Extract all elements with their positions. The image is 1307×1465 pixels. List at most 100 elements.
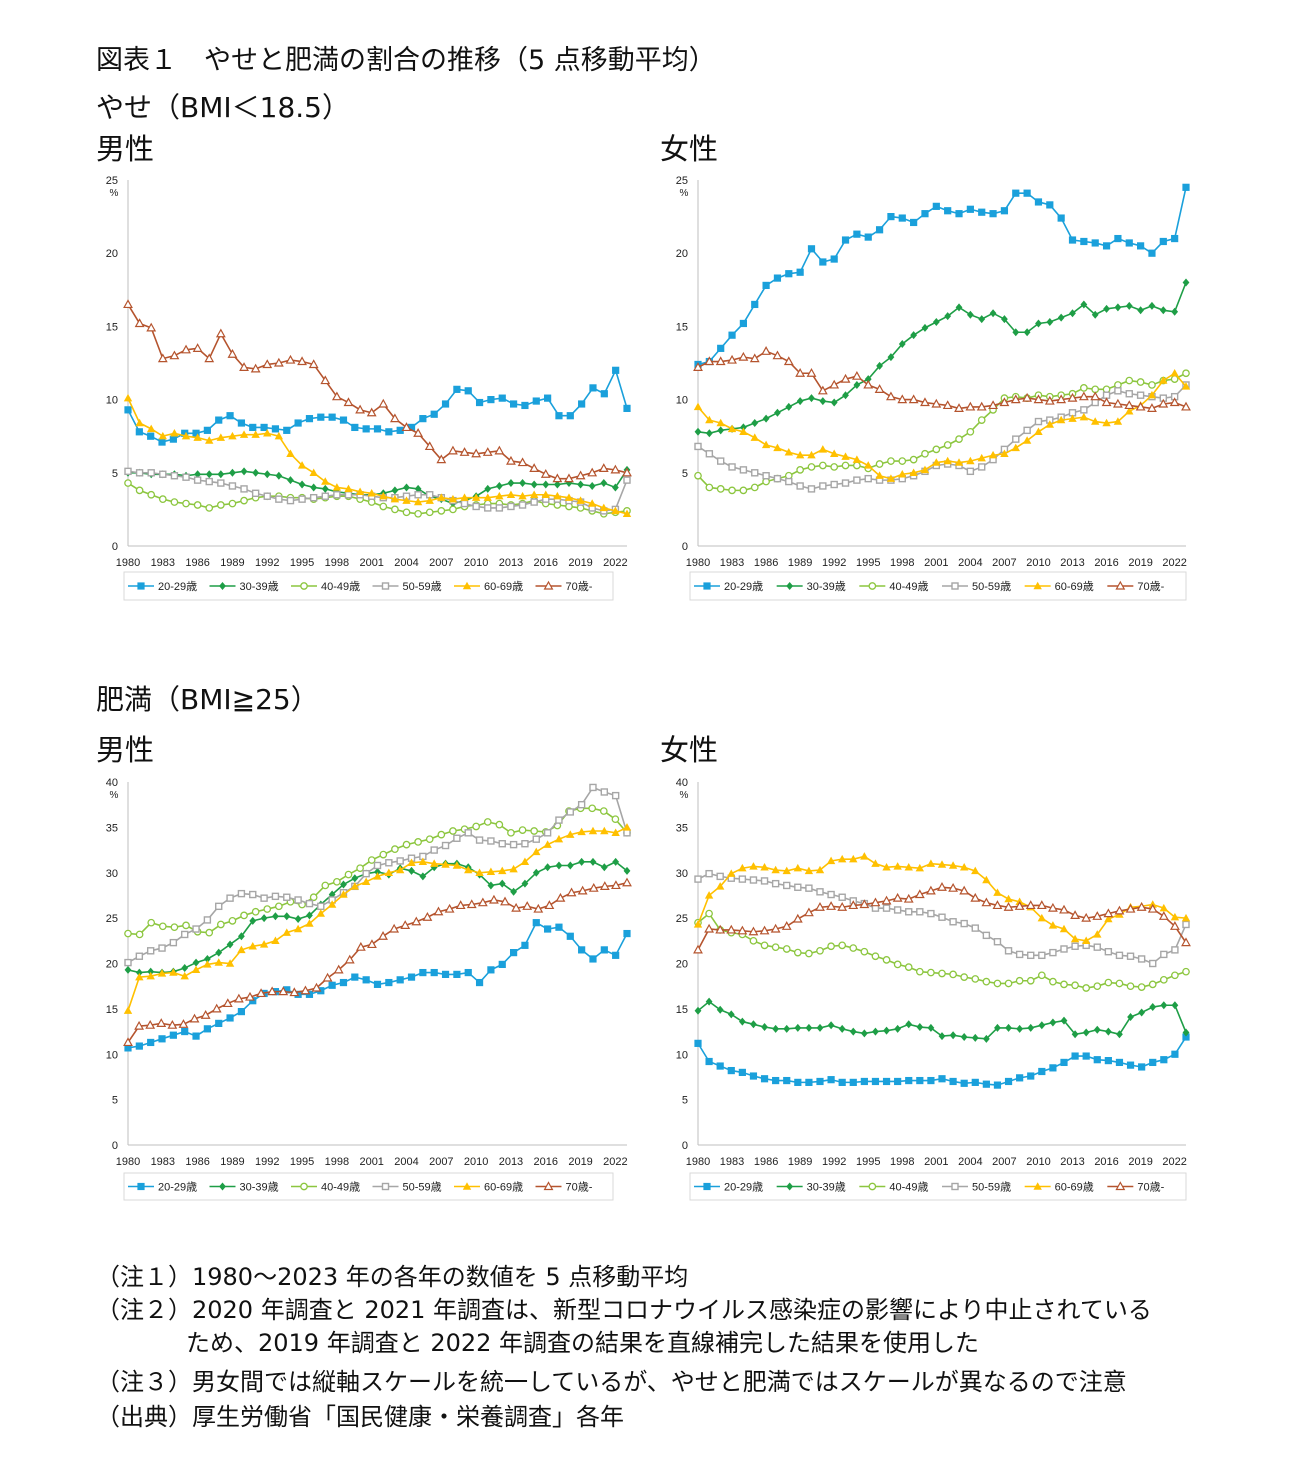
data-point [1159, 237, 1167, 246]
y-tick-label: 15 [106, 1004, 118, 1016]
data-point [540, 469, 551, 478]
data-point [225, 959, 235, 967]
data-point [1070, 910, 1081, 920]
data-point [830, 255, 838, 263]
legend-item: 60-69歳 [1024, 580, 1094, 593]
data-point [1160, 950, 1168, 959]
data-point [1004, 1077, 1013, 1086]
data-point [1171, 307, 1179, 316]
data-point [1093, 1025, 1101, 1034]
data-point [282, 928, 291, 936]
data-point [308, 359, 319, 369]
data-point [1036, 900, 1047, 910]
series-0 [694, 1033, 1190, 1089]
data-point [135, 930, 144, 939]
data-point [796, 466, 804, 474]
data-point [309, 493, 318, 502]
legend-marker [300, 582, 308, 590]
data-point [694, 442, 702, 451]
data-point [1114, 303, 1122, 312]
data-point [1056, 394, 1067, 404]
data-point [954, 458, 964, 466]
data-point [205, 477, 213, 486]
data-point [761, 346, 772, 355]
data-point [294, 915, 302, 924]
data-point [328, 981, 336, 989]
data-point [123, 299, 133, 309]
data-point [748, 926, 759, 936]
data-point [489, 894, 499, 904]
data-point [588, 882, 599, 892]
data-point [384, 868, 394, 876]
y-tick-label: 5 [112, 1095, 118, 1107]
data-point [965, 401, 976, 411]
x-tick-label: 1992 [255, 1156, 279, 1168]
data-point [1049, 1018, 1057, 1027]
data-point [320, 375, 331, 385]
data-point [600, 826, 609, 835]
data-point [1093, 943, 1101, 951]
data-point [982, 1034, 990, 1043]
data-point [240, 467, 248, 476]
data-point [1182, 1028, 1190, 1037]
data-point [1126, 982, 1135, 991]
data-point [298, 495, 306, 503]
data-point [999, 397, 1010, 407]
data-point [750, 433, 759, 441]
data-point [507, 502, 515, 511]
series-5 [693, 346, 1191, 412]
data-point [1080, 300, 1088, 309]
series-line [697, 187, 1187, 366]
x-tick-label: 1992 [822, 557, 846, 569]
data-point [402, 508, 411, 517]
data-point [249, 916, 257, 925]
data-point [181, 344, 191, 354]
data-point [135, 418, 144, 427]
data-point [921, 210, 929, 218]
data-point [908, 394, 919, 404]
data-point [704, 356, 715, 366]
data-point [927, 1023, 935, 1032]
data-point [430, 846, 438, 854]
data-point [1169, 921, 1180, 930]
data-point [762, 281, 770, 290]
x-tick-label: 1986 [754, 1156, 778, 1168]
data-point [321, 492, 329, 500]
data-point [949, 1077, 957, 1086]
data-point [437, 493, 446, 501]
series-line [697, 384, 1187, 490]
data-point [600, 788, 609, 796]
x-tick-label: 2004 [394, 557, 418, 569]
data-point [842, 391, 849, 400]
x-tick-label: 1992 [255, 557, 279, 569]
data-point [937, 882, 947, 891]
data-point [781, 921, 792, 930]
data-point [694, 875, 702, 883]
data-point [587, 467, 598, 477]
y-tick-label: 5 [682, 468, 688, 480]
data-point [807, 463, 816, 471]
legend-marker [1033, 1182, 1042, 1190]
data-point [379, 850, 388, 859]
legend-marker [300, 1182, 308, 1191]
data-point [705, 869, 713, 878]
data-point [1160, 1056, 1168, 1064]
data-point [170, 498, 179, 506]
data-point [716, 1005, 724, 1014]
data-point [192, 429, 200, 437]
data-point [158, 438, 166, 446]
data-point [938, 913, 946, 921]
data-point [240, 485, 248, 493]
data-point [147, 469, 155, 477]
data-point [871, 1077, 880, 1086]
data-point [837, 854, 847, 863]
data-point [860, 1077, 868, 1086]
data-point [355, 404, 366, 414]
data-point [1027, 1023, 1035, 1032]
data-point [1148, 301, 1156, 310]
data-point [486, 867, 496, 876]
data-point [971, 866, 980, 875]
data-point [477, 897, 488, 907]
data-point [623, 829, 631, 837]
data-point [389, 923, 400, 933]
